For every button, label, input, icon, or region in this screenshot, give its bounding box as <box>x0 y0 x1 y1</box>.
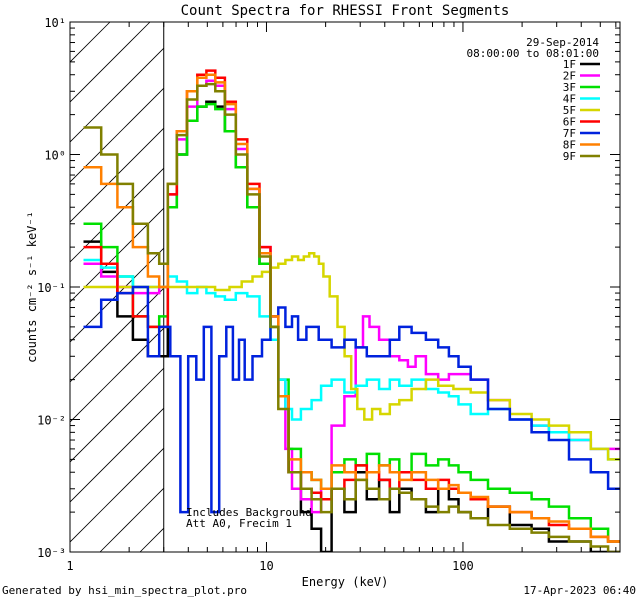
x-tick-labels: 1 10 100 <box>66 559 473 573</box>
series-line-9f <box>83 82 620 552</box>
y-tick-label: 10⁻² <box>37 414 66 428</box>
series-layer <box>83 69 620 552</box>
series-line-2f <box>83 79 620 514</box>
observation-time-range: 08:00:00 to 08:01:00 <box>467 47 599 60</box>
x-tick-label: 1 <box>66 559 73 573</box>
series-line-6f <box>83 69 620 543</box>
y-axis-label: counts cm⁻² s⁻¹ keV⁻¹ <box>25 211 39 363</box>
y-tick-label: 10⁰ <box>44 149 66 163</box>
background-note: Includes Background <box>186 506 312 519</box>
legend-label-8f: 8F <box>563 139 576 152</box>
legend-label-3f: 3F <box>563 81 576 94</box>
series-line-4f <box>83 258 620 461</box>
y-tick-labels: 10⁻³ 10⁻² 10⁻¹ 10⁰ 10¹ <box>37 16 66 560</box>
legend-label-1f: 1F <box>563 58 576 71</box>
x-tick-label: 100 <box>452 559 474 573</box>
timestamp-footer: 17-Apr-2023 06:40 <box>523 584 636 597</box>
legend-label-6f: 6F <box>563 116 576 129</box>
attenuator-note: Att A0, Frecim 1 <box>186 517 292 530</box>
axis-ticks <box>69 21 620 553</box>
y-tick-label: 10⁻¹ <box>37 281 66 295</box>
series-line-8f <box>83 73 620 543</box>
legend-label-9f: 9F <box>563 150 576 163</box>
hatch-line <box>70 47 164 143</box>
series-line-3f <box>83 102 620 543</box>
hatch-line <box>70 447 164 543</box>
legend-label-4f: 4F <box>563 93 576 106</box>
hatch-line <box>70 407 164 503</box>
observation-date: 29-Sep-2014 <box>526 36 599 49</box>
hatch-line <box>70 87 164 183</box>
generated-by-footer: Generated by hsi_min_spectra_plot.pro <box>2 584 248 597</box>
series-line-7f <box>83 285 620 514</box>
legend-label-7f: 7F <box>563 127 576 140</box>
y-tick-label: 10¹ <box>44 16 66 30</box>
y-tick-label: 10⁻³ <box>37 546 66 560</box>
chart-title: Count Spectra for RHESSI Front Segments <box>181 3 510 19</box>
x-tick-label: 10 <box>259 559 273 573</box>
x-axis-label: Energy (keV) <box>302 575 389 589</box>
legend-label-5f: 5F <box>563 104 576 117</box>
legend-label-2f: 2F <box>563 70 576 83</box>
